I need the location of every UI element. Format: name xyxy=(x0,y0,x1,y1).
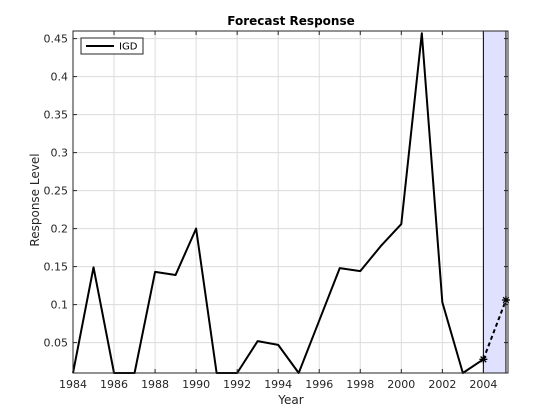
x-tick-label: 2002 xyxy=(428,378,456,391)
y-tick-label: 0.4 xyxy=(51,71,69,84)
x-tick-label: 1984 xyxy=(59,378,87,391)
x-tick-label: 1992 xyxy=(223,378,251,391)
x-tick-label: 1988 xyxy=(141,378,169,391)
legend-label: IGD xyxy=(119,42,138,53)
legend: IGD xyxy=(80,37,144,55)
y-axis-label: Response Level xyxy=(28,153,42,246)
y-tick-label: 0.45 xyxy=(44,33,69,46)
forecast-band xyxy=(482,30,507,374)
x-axis-label: Year xyxy=(277,393,303,407)
forecast-highlight-band xyxy=(482,30,507,374)
x-tick-label: 1986 xyxy=(100,378,128,391)
series-line-igd xyxy=(72,32,484,374)
y-tick-label: 0.1 xyxy=(51,299,69,312)
y-tick-label: 0.05 xyxy=(44,337,69,350)
x-tick-label: 2000 xyxy=(387,378,415,391)
axes-box xyxy=(72,30,509,374)
series-layer xyxy=(72,32,510,374)
axes xyxy=(72,30,509,374)
x-tick-label: 1994 xyxy=(264,378,292,391)
forecast-line xyxy=(482,299,507,360)
chart-title: Forecast Response xyxy=(227,14,354,28)
forecast-point-marker xyxy=(479,355,488,364)
y-tick-label: 0.35 xyxy=(44,109,69,122)
y-tick-labels: 0.05 0.1 0.15 0.2 0.25 0.3 0.35 0.4 0.45 xyxy=(44,33,69,350)
x-tick-label: 1990 xyxy=(182,378,210,391)
forecast-point-marker xyxy=(501,296,510,305)
x-tick-label: 2004 xyxy=(469,378,497,391)
x-tick-labels: 1984 1986 1988 1990 1992 1994 1996 1998 2000 2002… xyxy=(59,378,497,391)
y-tick-label: 0.15 xyxy=(44,261,69,274)
y-tick-label: 0.2 xyxy=(51,223,69,236)
y-tick-label: 0.3 xyxy=(51,147,69,160)
x-tick-label: 1998 xyxy=(346,378,374,391)
y-tick-label: 0.25 xyxy=(44,185,69,198)
x-tick-label: 1996 xyxy=(305,378,333,391)
